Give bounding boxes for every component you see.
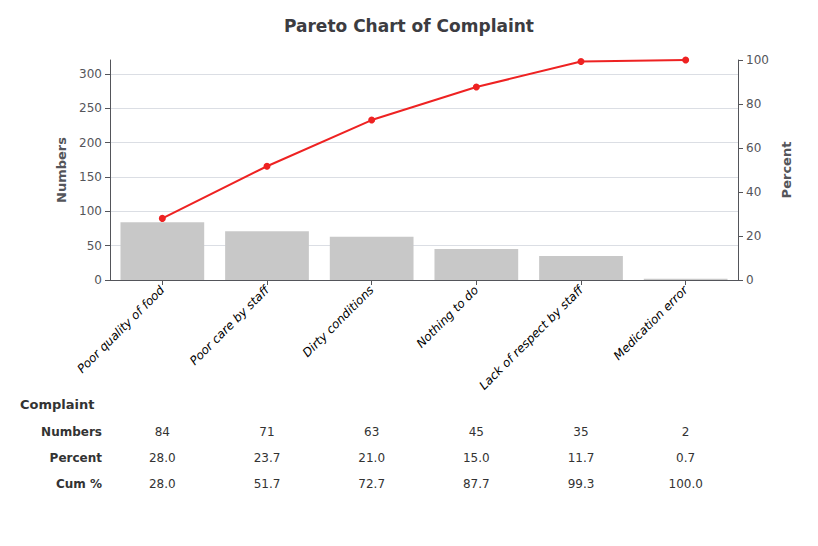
svg-text:60: 60 [746, 141, 761, 155]
svg-text:Pareto Chart of Complaint: Pareto Chart of Complaint [284, 16, 534, 36]
svg-text:Numbers: Numbers [54, 137, 69, 203]
svg-text:0: 0 [94, 273, 102, 287]
svg-text:15.0: 15.0 [463, 451, 490, 465]
svg-text:71: 71 [259, 425, 274, 439]
svg-text:Percent: Percent [50, 451, 103, 465]
svg-text:200: 200 [79, 136, 102, 150]
svg-text:0: 0 [746, 273, 754, 287]
svg-text:2: 2 [682, 425, 690, 439]
svg-text:11.7: 11.7 [568, 451, 595, 465]
svg-text:63: 63 [364, 425, 379, 439]
svg-text:100: 100 [79, 204, 102, 218]
svg-text:Medication error: Medication error [611, 282, 692, 363]
svg-text:Numbers: Numbers [41, 425, 102, 439]
svg-text:150: 150 [79, 170, 102, 184]
svg-text:300: 300 [79, 67, 102, 81]
svg-text:51.7: 51.7 [254, 477, 281, 491]
svg-text:28.0: 28.0 [149, 451, 176, 465]
svg-text:23.7: 23.7 [254, 451, 281, 465]
svg-text:Lack of respect by staff: Lack of respect by staff [476, 282, 586, 392]
svg-text:Nothing to do: Nothing to do [414, 283, 482, 351]
svg-text:Complaint: Complaint [20, 397, 94, 412]
svg-text:50: 50 [87, 239, 102, 253]
svg-text:87.7: 87.7 [463, 477, 490, 491]
svg-text:21.0: 21.0 [358, 451, 385, 465]
svg-text:72.7: 72.7 [358, 477, 385, 491]
svg-text:100.0: 100.0 [668, 477, 702, 491]
svg-text:Dirty conditions: Dirty conditions [300, 283, 377, 360]
svg-text:Percent: Percent [779, 142, 794, 199]
svg-text:99.3: 99.3 [568, 477, 595, 491]
svg-text:Cum %: Cum % [56, 477, 102, 491]
svg-text:80: 80 [746, 97, 761, 111]
svg-text:35: 35 [573, 425, 588, 439]
svg-text:84: 84 [155, 425, 170, 439]
svg-text:40: 40 [746, 185, 761, 199]
svg-text:28.0: 28.0 [149, 477, 176, 491]
svg-text:Poor quality of food: Poor quality of food [74, 283, 167, 376]
svg-text:250: 250 [79, 101, 102, 115]
svg-text:Poor care by staff: Poor care by staff [187, 282, 273, 368]
svg-text:0.7: 0.7 [676, 451, 695, 465]
svg-text:20: 20 [746, 229, 761, 243]
svg-text:45: 45 [469, 425, 484, 439]
svg-text:100: 100 [746, 53, 769, 67]
